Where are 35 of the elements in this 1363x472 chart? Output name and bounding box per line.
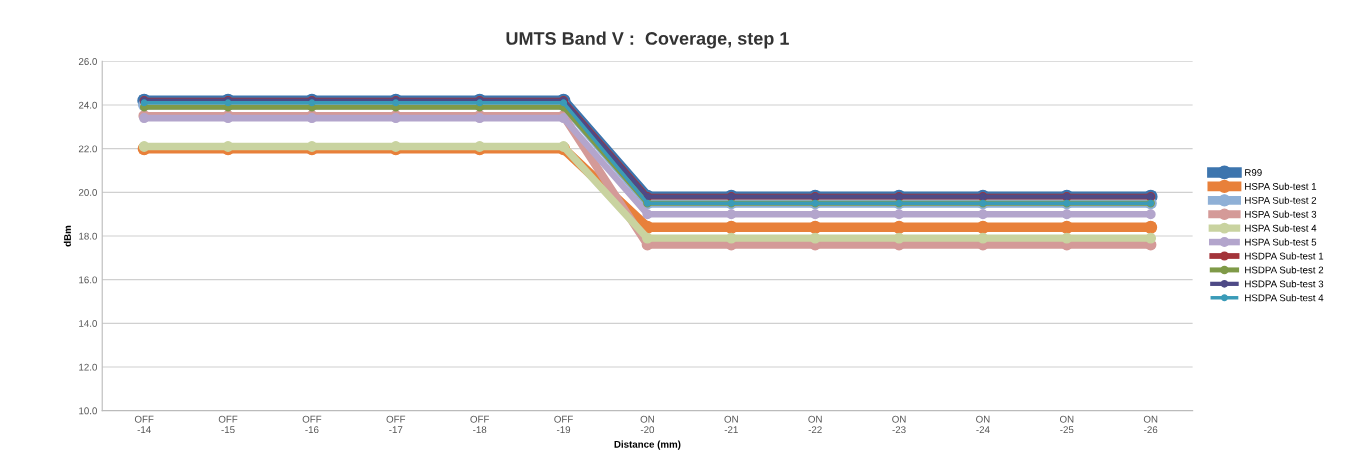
legend-label: HSPA Sub-test 3 (1245, 210, 1317, 218)
x-tick-label: ON -24 (976, 415, 990, 434)
x-tick-label: OFF -15 (218, 415, 238, 434)
legend-label: HSPA Sub-test 4 (1245, 224, 1317, 232)
y-tick-label: 10.0 (79, 407, 97, 415)
legend-label: HSDPA Sub-test 1 (1245, 252, 1324, 260)
chart-title: UMTS Band V : Coverage, step 1 (506, 31, 789, 49)
x-tick-label: ON -22 (808, 415, 822, 434)
x-tick-label: OFF -17 (386, 415, 406, 434)
x-tick-label: OFF -19 (554, 415, 573, 434)
y-tick-label: 16.0 (79, 276, 97, 284)
y-tick-label: 22.0 (78, 145, 97, 153)
y-tick-label: 20.0 (78, 189, 97, 196)
legend-label: HSDPA Sub-test 3 (1245, 280, 1324, 288)
y-axis-title: dBm (63, 225, 71, 247)
x-tick-label: ON -25 (1059, 415, 1074, 434)
x-tick-label: ON -20 (640, 415, 655, 434)
legend-label: HSPA Sub-test 5 (1245, 238, 1317, 246)
x-tick-label: ON -21 (724, 415, 738, 434)
x-tick-label: OFF -16 (302, 415, 322, 434)
y-tick-label: 14.0 (79, 320, 97, 327)
x-tick-label: OFF -14 (134, 415, 154, 434)
y-tick-label: 24.0 (78, 101, 97, 109)
y-tick-label: 18.0 (79, 232, 97, 240)
legend-label: R99 (1245, 169, 1262, 176)
y-tick-label: 12.0 (79, 363, 97, 371)
legend-label: HSPA Sub-test 1 (1245, 182, 1317, 190)
x-tick-label: ON -23 (892, 415, 906, 434)
legend-label: HSDPA Sub-test 2 (1245, 266, 1324, 274)
x-tick-label: OFF -18 (470, 415, 489, 434)
y-tick-label: 26.0 (78, 58, 97, 65)
legend-label: HSDPA Sub-test 4 (1245, 294, 1324, 302)
x-tick-label: ON -26 (1143, 415, 1158, 434)
legend-label: HSPA Sub-test 2 (1245, 196, 1317, 204)
x-axis-title: Distance (mm) (614, 440, 681, 450)
